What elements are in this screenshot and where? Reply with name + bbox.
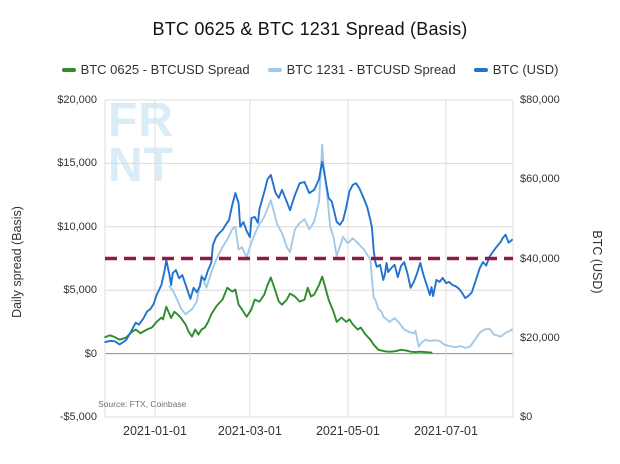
y-right-tick-label: $40,000 bbox=[520, 252, 560, 265]
y-left-tick-label: $0 bbox=[84, 347, 97, 360]
left-axis-title: Daily spread (Basis) bbox=[10, 206, 24, 318]
legend-item: BTC (USD) bbox=[473, 62, 559, 77]
y-left-tick-label: $10,000 bbox=[57, 220, 97, 233]
y-right-tick-label: $20,000 bbox=[520, 331, 560, 344]
y-left-tick-label: $15,000 bbox=[57, 157, 97, 170]
watermark-line2: NT bbox=[108, 139, 174, 192]
source-note: Source: FTX, Coinbase bbox=[98, 399, 187, 409]
y-right-tick-label: $0 bbox=[520, 411, 533, 423]
legend-swatch-icon bbox=[473, 67, 488, 72]
x-axis-tick-label: 2021-01-01 bbox=[123, 424, 187, 438]
chart-title: BTC 0625 & BTC 1231 Spread (Basis) bbox=[152, 19, 468, 39]
y-right-tick-label: $80,000 bbox=[520, 94, 560, 106]
series-btc-1231-btcusd-spread bbox=[168, 143, 513, 349]
legend-swatch-icon bbox=[267, 67, 282, 72]
legend-item: BTC 0625 - BTCUSD Spread bbox=[61, 62, 250, 77]
x-axis-tick-label: 2021-07-01 bbox=[414, 424, 478, 438]
series-btc-usd- bbox=[104, 160, 513, 346]
x-axis-tick-label: 2021-03-01 bbox=[217, 424, 282, 438]
right-axis-title: BTC (USD) bbox=[590, 230, 604, 294]
legend: BTC 0625 - BTCUSD Spread BTC 1231 - BTCUS… bbox=[0, 62, 620, 77]
watermark: FR NT bbox=[108, 94, 174, 192]
x-axis-tick-label: 2021-05-01 bbox=[315, 424, 380, 438]
y-left-tick-label: $5,000 bbox=[63, 284, 97, 297]
legend-label: BTC 0625 - BTCUSD Spread bbox=[80, 62, 250, 77]
legend-item: BTC 1231 - BTCUSD Spread bbox=[267, 62, 456, 77]
y-left-tick-label: $20,000 bbox=[57, 94, 97, 106]
legend-label: BTC 1231 - BTCUSD Spread bbox=[286, 62, 456, 77]
y-right-tick-label: $60,000 bbox=[520, 173, 560, 186]
legend-swatch-icon bbox=[61, 67, 76, 72]
legend-label: BTC (USD) bbox=[492, 62, 559, 77]
watermark-line1: FR bbox=[108, 94, 174, 147]
series-btc-0625-btcusd-spread bbox=[104, 275, 433, 354]
y-left-tick-label: -$5,000 bbox=[59, 411, 97, 423]
